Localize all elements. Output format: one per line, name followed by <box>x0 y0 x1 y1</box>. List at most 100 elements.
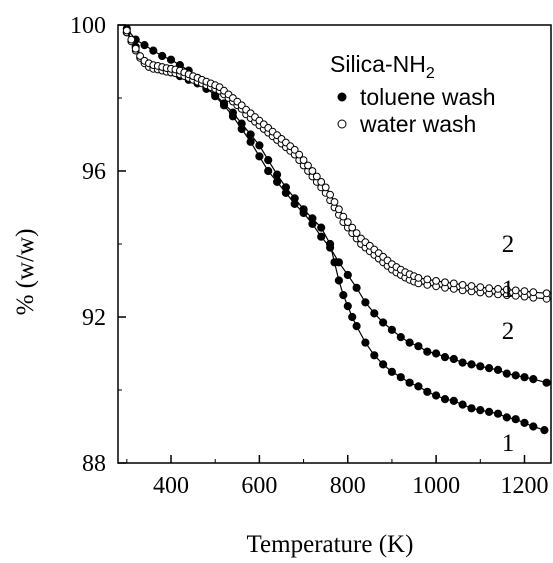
data-point <box>335 205 343 214</box>
data-point <box>396 373 405 382</box>
data-point <box>441 278 449 287</box>
curve-end-label: 1 <box>502 276 515 303</box>
data-point <box>290 199 299 208</box>
data-point <box>542 378 551 387</box>
data-point <box>264 166 273 176</box>
y-tick-label: 96 <box>82 159 106 185</box>
data-point <box>166 55 176 64</box>
data-point <box>502 285 511 294</box>
data-point <box>432 349 441 358</box>
data-point <box>423 347 432 356</box>
data-point <box>343 218 352 227</box>
y-tick-label: 100 <box>70 13 106 39</box>
data-point <box>361 298 370 307</box>
legend-marker-open <box>337 119 347 129</box>
data-point <box>246 137 255 146</box>
curve-end-labels: 1 2 1 2 <box>502 231 515 457</box>
data-point <box>281 188 290 197</box>
legend-label-water: water wash <box>359 111 476 137</box>
data-point <box>511 371 520 380</box>
data-point <box>449 354 458 364</box>
data-point <box>299 208 308 218</box>
data-point <box>264 156 273 165</box>
data-point <box>502 369 511 378</box>
data-point <box>312 172 321 181</box>
data-point <box>467 360 476 369</box>
data-point <box>405 378 414 387</box>
data-point <box>361 338 370 347</box>
data-point <box>396 333 405 342</box>
data-point <box>255 152 264 161</box>
data-point <box>317 232 326 241</box>
data-point <box>529 375 538 384</box>
data-point <box>339 291 348 300</box>
data-point <box>219 101 229 110</box>
data-point <box>352 322 361 331</box>
data-point <box>414 342 423 351</box>
y-tick-label: 88 <box>82 451 106 477</box>
data-point <box>273 170 282 179</box>
data-point <box>440 395 450 404</box>
data-point <box>158 51 167 61</box>
data-point <box>131 44 140 53</box>
data-point <box>330 198 339 206</box>
data-point <box>440 353 450 362</box>
data-point <box>511 286 520 295</box>
data-point <box>136 52 145 60</box>
legend-marker-filled <box>337 92 347 102</box>
data-point <box>343 270 352 280</box>
x-tick-label: 400 <box>153 473 189 499</box>
data-point <box>387 367 396 376</box>
data-point <box>511 415 520 424</box>
y-axis-title: % (w/w) <box>12 229 39 316</box>
x-tick-label: 1200 <box>500 473 548 499</box>
data-point <box>520 287 529 296</box>
data-point <box>290 145 299 154</box>
x-tick-label: 1000 <box>412 473 460 499</box>
y-tick-label: 92 <box>82 305 106 331</box>
data-point <box>493 365 503 374</box>
data-point <box>255 141 264 150</box>
data-point <box>529 288 538 297</box>
data-point <box>458 281 467 289</box>
data-point <box>348 223 357 232</box>
data-point <box>449 279 458 288</box>
data-point <box>485 364 494 373</box>
data-point <box>414 382 423 391</box>
data-point <box>423 275 432 284</box>
data-point <box>352 283 361 292</box>
data-point <box>246 130 255 139</box>
data-point <box>237 124 246 134</box>
data-point <box>140 41 149 50</box>
data-point <box>299 156 308 165</box>
data-point <box>476 406 485 415</box>
data-point <box>423 387 432 396</box>
data-point <box>317 223 326 232</box>
data-point <box>458 400 467 409</box>
data-point <box>476 283 485 292</box>
data-point <box>502 413 511 422</box>
x-axis-ticks: 400 600 800 1000 1200 <box>126 455 548 499</box>
data-point <box>273 177 282 186</box>
data-point <box>414 274 423 282</box>
x-tick-label: 800 <box>330 473 366 499</box>
data-point <box>520 373 529 382</box>
data-point <box>467 404 476 413</box>
data-point <box>405 338 414 347</box>
data-point <box>529 422 538 431</box>
data-point <box>476 362 485 371</box>
legend: Silica-NH2 toluene wash water wash <box>330 51 496 137</box>
data-point <box>520 418 529 427</box>
data-point <box>379 360 388 369</box>
data-point <box>348 312 357 322</box>
data-point <box>449 396 458 405</box>
data-point <box>343 302 352 311</box>
data-point <box>467 282 476 290</box>
data-point <box>494 285 502 293</box>
x-tick-label: 600 <box>241 473 277 499</box>
data-point <box>432 277 441 285</box>
series-layer <box>122 24 551 435</box>
data-point <box>432 391 441 400</box>
data-point <box>326 190 335 199</box>
